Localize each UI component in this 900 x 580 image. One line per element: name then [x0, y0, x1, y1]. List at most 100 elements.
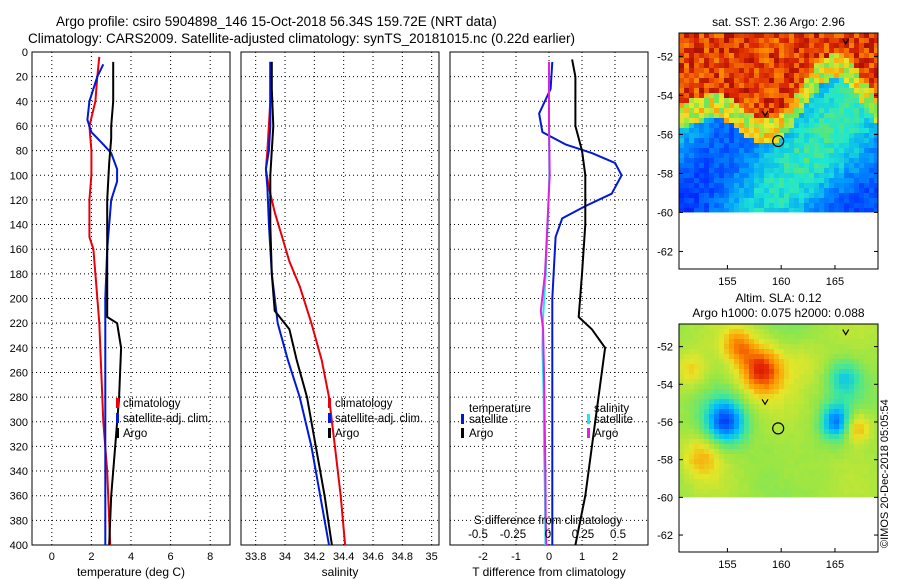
sst-map-cell	[844, 198, 849, 203]
sst-map-cell	[734, 33, 739, 38]
sst-map-cell	[779, 138, 784, 143]
sla-map-cell	[854, 489, 859, 494]
sst-map-cell	[689, 58, 694, 63]
sla-map-cell	[684, 454, 689, 459]
sst-map-cell	[729, 198, 734, 203]
sla-map-cell	[699, 379, 704, 384]
sla-map-cell	[704, 454, 709, 459]
sst-map-cell	[759, 153, 764, 158]
sla-map-cell	[869, 464, 874, 469]
sla-map-cell	[724, 429, 729, 434]
sst-map-cell	[709, 178, 714, 183]
sst-map-cell	[759, 208, 764, 213]
sla-map-cell	[834, 324, 839, 329]
sla-map-cell	[874, 439, 878, 444]
sst-map-cell	[769, 38, 774, 43]
sst-map-cell	[764, 123, 769, 128]
sst-map-cell	[849, 98, 854, 103]
sst-map-cell	[864, 68, 869, 73]
sla-map-cell	[729, 474, 734, 479]
sla-map-cell	[679, 349, 684, 354]
sst-map-cell	[839, 83, 844, 88]
sst-map-cell	[824, 108, 829, 113]
sst-map-cell	[774, 98, 779, 103]
sst-map-cell	[804, 93, 809, 98]
sla-map-cell	[874, 339, 878, 344]
sst-map-cell	[759, 163, 764, 168]
sst-map-cell	[799, 33, 804, 38]
sla-map-cell	[689, 469, 694, 474]
sla-map-cell	[739, 354, 744, 359]
sst-map-cell	[724, 113, 729, 118]
sla-map-cell	[724, 399, 729, 404]
temperature-xlabel: temperature (deg C)	[77, 565, 185, 579]
sst-map-cell	[844, 38, 849, 43]
sst-map-cell	[744, 118, 749, 123]
sla-map-cell	[819, 419, 824, 424]
sla-map-cell	[739, 469, 744, 474]
sla-map-cell	[814, 469, 819, 474]
sst-map-cell	[824, 133, 829, 138]
sst-map-cell	[699, 63, 704, 68]
sst-map-cell	[729, 183, 734, 188]
sst-map-cell	[779, 33, 784, 38]
sst-map-cell	[784, 183, 789, 188]
sst-map-cell	[834, 53, 839, 58]
sst-map-cell	[739, 128, 744, 133]
sst-map-cell	[729, 33, 734, 38]
sst-map-cell	[724, 193, 729, 198]
sla-map-cell	[679, 364, 684, 369]
sla-map-cell	[739, 454, 744, 459]
sst-map-cell	[844, 103, 849, 108]
sst-map-cell	[739, 73, 744, 78]
sst-map-cell	[704, 83, 709, 88]
sst-map-cell	[874, 78, 878, 83]
diff-xtick2: 0.25	[572, 529, 594, 541]
sst-map-cell	[694, 108, 699, 113]
sla-map-cell	[779, 394, 784, 399]
sla-map-cell	[754, 344, 759, 349]
sla-map-cell	[854, 419, 859, 424]
sla-map-cell	[774, 414, 779, 419]
sst-map-cell	[714, 68, 719, 73]
sst-map-cell	[854, 123, 859, 128]
sst-map-cell	[819, 78, 824, 83]
sst-map-cell	[774, 173, 779, 178]
sla-map-cell	[759, 389, 764, 394]
legend-swatch	[116, 398, 119, 408]
sla-map-cell	[724, 354, 729, 359]
sst-map-cell	[704, 198, 709, 203]
sla-map-cell	[814, 414, 819, 419]
legend-label: Argo	[335, 428, 359, 440]
sst-map-cell	[784, 153, 789, 158]
sst-map-cell	[689, 203, 694, 208]
sst-map-cell	[749, 33, 754, 38]
sla-map-cell	[789, 434, 794, 439]
sla-map-cell	[854, 459, 859, 464]
sla-map-cell	[684, 369, 689, 374]
sst-map-cell	[784, 188, 789, 193]
sla-map-cell	[769, 434, 774, 439]
sla-map-cell	[834, 479, 839, 484]
sst-map-cell	[729, 138, 734, 143]
sst-map-cell	[739, 133, 744, 138]
sla-map-cell	[874, 464, 878, 469]
sst-map-cell	[679, 63, 684, 68]
sst-map-cell	[804, 133, 809, 138]
sla-map-cell	[859, 479, 864, 484]
sla-map-cell	[789, 344, 794, 349]
sst-map-cell	[794, 198, 799, 203]
sla-map-cell	[859, 459, 864, 464]
sst-map-cell	[749, 188, 754, 193]
sst-map-cell	[749, 153, 754, 158]
sla-map-cell	[769, 474, 774, 479]
sst-map-cell	[829, 108, 834, 113]
sst-map-cell	[829, 148, 834, 153]
sla-map-cell	[774, 334, 779, 339]
sst-map-cell	[809, 138, 814, 143]
sla-map-cell	[724, 489, 729, 494]
sst-map-cell	[699, 93, 704, 98]
sla-map-cell	[869, 409, 874, 414]
sst-map-ytick: -52	[657, 51, 673, 63]
sst-map-cell	[764, 128, 769, 133]
